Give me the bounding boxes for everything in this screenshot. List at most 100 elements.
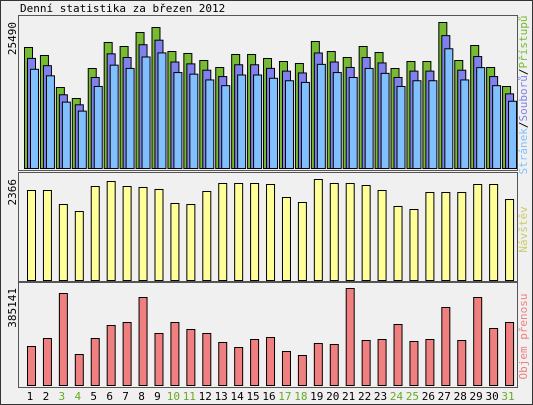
chart-title: Denní statistika za březen 2012 xyxy=(20,2,225,15)
legend-separator: / xyxy=(517,121,530,128)
x-tick-label: 28 xyxy=(454,390,467,403)
bar xyxy=(393,205,403,281)
bar xyxy=(90,337,100,386)
panel-frame xyxy=(18,281,518,388)
bar xyxy=(253,74,263,169)
x-tick-label: 12 xyxy=(199,390,212,403)
x-tick-label: 24 xyxy=(390,390,404,403)
legend-label: Stránek/Souborů/Přístupů xyxy=(517,16,530,175)
legend-entry: Přístupů xyxy=(517,16,530,69)
x-tick-label: 13 xyxy=(215,390,228,403)
bar xyxy=(202,332,212,386)
bar xyxy=(316,63,326,169)
y-tick-label: 25490 xyxy=(6,22,19,55)
panel-frame xyxy=(18,15,518,171)
bar xyxy=(218,183,228,281)
bar xyxy=(457,192,467,281)
x-tick-label: 7 xyxy=(122,390,129,403)
bar xyxy=(361,340,371,386)
bar xyxy=(74,353,84,386)
bar xyxy=(444,48,454,169)
legend-entry: Objem přenosu xyxy=(517,293,530,379)
bar xyxy=(250,183,260,281)
x-tick-label: 6 xyxy=(106,390,113,403)
bar xyxy=(237,74,247,169)
x-tick-label: 15 xyxy=(246,390,259,403)
bar xyxy=(457,340,467,386)
bar xyxy=(42,337,52,386)
bar xyxy=(297,202,307,282)
bar xyxy=(281,350,291,386)
bar xyxy=(489,183,499,281)
bar xyxy=(122,322,132,387)
bar xyxy=(284,80,294,169)
x-tick-label: 16 xyxy=(262,390,275,403)
bar xyxy=(266,183,276,281)
bar xyxy=(154,188,164,281)
legend-label: Návštěv xyxy=(517,206,530,253)
x-tick-label: 31 xyxy=(501,390,514,403)
bar xyxy=(329,183,339,281)
bar xyxy=(473,296,483,386)
legend-entry: Stránek xyxy=(517,128,530,175)
x-tick-label: 4 xyxy=(74,390,81,403)
bar xyxy=(313,179,323,281)
legend-label: Objem přenosu xyxy=(517,293,530,379)
bar xyxy=(77,110,87,169)
bar xyxy=(348,76,358,169)
bar xyxy=(505,199,515,281)
bar xyxy=(173,72,183,169)
bar xyxy=(170,322,180,387)
x-tick-label: 27 xyxy=(438,390,451,403)
bar xyxy=(138,186,148,281)
x-tick-label: 17 xyxy=(278,390,291,403)
bar xyxy=(428,80,438,169)
bar xyxy=(154,332,164,386)
bar xyxy=(58,204,68,281)
x-tick-label: 22 xyxy=(358,390,371,403)
bar xyxy=(90,186,100,281)
x-tick-label: 3 xyxy=(59,390,66,403)
bar xyxy=(345,288,355,386)
x-tick-label: 10 xyxy=(167,390,180,403)
bar xyxy=(269,77,279,169)
bar xyxy=(409,341,419,387)
bar xyxy=(380,72,390,169)
bar xyxy=(106,325,116,387)
bar xyxy=(27,190,36,281)
bar xyxy=(125,67,135,169)
legend-separator: / xyxy=(517,69,530,76)
x-tick-label: 19 xyxy=(310,390,323,403)
bar xyxy=(441,192,451,281)
x-tick-label: 11 xyxy=(183,390,196,403)
x-tick-label: 21 xyxy=(342,390,355,403)
bar xyxy=(412,80,422,169)
bar xyxy=(492,85,502,169)
bar xyxy=(205,79,215,169)
bar xyxy=(508,100,518,169)
bar xyxy=(377,339,387,387)
y-tick-label: 385141 xyxy=(6,288,19,328)
bar xyxy=(30,68,39,169)
x-tick-label: 8 xyxy=(138,390,145,403)
bar xyxy=(300,81,310,169)
bar xyxy=(61,101,71,169)
legend-entry: Souborů xyxy=(517,75,530,121)
bar xyxy=(186,328,196,386)
x-tick-label: 18 xyxy=(294,390,307,403)
bar xyxy=(473,183,483,281)
bar xyxy=(74,211,84,282)
x-tick-label: 25 xyxy=(406,390,419,403)
panel-frame xyxy=(18,172,518,283)
bar xyxy=(202,190,212,281)
x-tick-label: 20 xyxy=(326,390,339,403)
bar xyxy=(157,52,167,169)
x-tick-label: 1 xyxy=(27,390,34,403)
bar xyxy=(281,197,291,281)
y-tick-label: 2366 xyxy=(6,179,19,206)
bar xyxy=(409,209,419,281)
bar xyxy=(106,181,116,281)
bar xyxy=(345,183,355,281)
bar xyxy=(396,85,406,169)
